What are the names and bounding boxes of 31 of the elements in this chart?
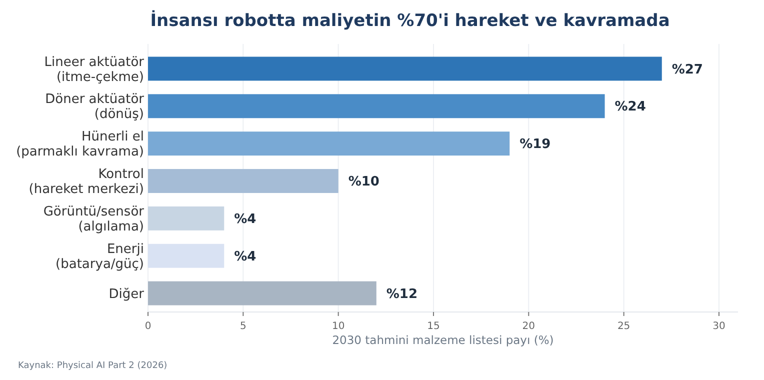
data-label: %4 [234, 212, 256, 227]
chart-title: İnsansı robotta maliyetin %70'i hareket ve kavramada [150, 10, 670, 31]
x-tick-label: 15 [427, 321, 440, 332]
bar [148, 56, 662, 81]
bar [148, 244, 224, 268]
y-tick-label: Lineer aktüatör (itme-çekme) [44, 54, 145, 85]
data-label: %24 [614, 100, 646, 115]
bar [148, 206, 224, 230]
y-tick-label: Diğer [108, 286, 145, 302]
bar [148, 169, 338, 193]
data-label: %12 [386, 286, 418, 302]
y-tick-label: Enerji (batarya/güç) [56, 242, 144, 272]
data-label: %19 [520, 137, 551, 152]
data-label: %10 [348, 174, 380, 190]
data-label: %4 [234, 249, 256, 264]
x-tick-label: 5 [240, 321, 246, 332]
text: Kaynak: Physical AI Part 2 (2026) [18, 361, 168, 371]
x-tick-label: 30 [712, 321, 726, 332]
bar [148, 94, 605, 118]
x-tick-label: 20 [522, 321, 536, 332]
bar [148, 132, 510, 156]
y-tick-label: Hünerli el (parmaklı kavrama) [16, 130, 144, 160]
y-tick-label: Kontrol (hareket merkezi) [28, 167, 144, 198]
bar [148, 281, 376, 306]
x-tick-label: 25 [617, 321, 630, 332]
x-axis-title: 2030 tahmini malzeme listesi payı (%) [332, 333, 554, 347]
y-tick-label: Görüntü/sensör (algılama) [43, 204, 145, 234]
x-tick-label: 10 [332, 321, 345, 332]
y-tick-label: Döner aktüatör (dönüş) [45, 92, 145, 122]
x-tick-label: 0 [144, 321, 152, 332]
data-label: %27 [672, 62, 703, 78]
